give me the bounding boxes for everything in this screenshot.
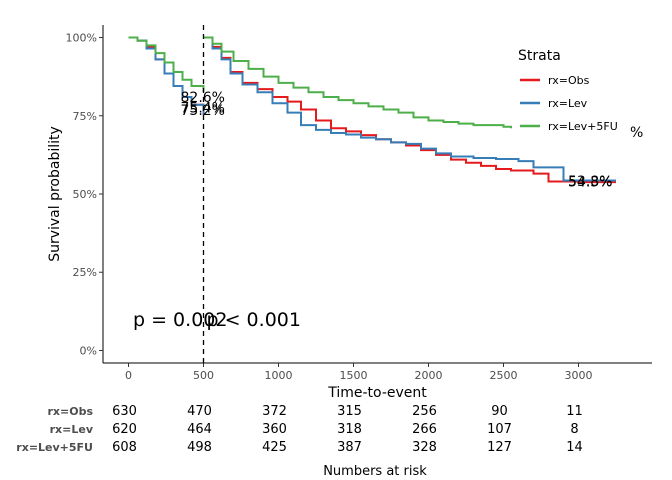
risk-value-0-2: 372 [262, 404, 287, 419]
risk-value-2-0: 608 [112, 440, 137, 455]
legend-label-0: rx=Obs [548, 74, 590, 87]
p-value-label-1: p < 0.001 [207, 309, 301, 331]
risk-value-0-4: 256 [412, 404, 437, 419]
risk-value-0-1: 470 [187, 404, 212, 419]
survival-annotation-2: 75.2% [181, 103, 225, 119]
risk-value-1-3: 318 [337, 422, 362, 437]
axes: 0% 25% 50% 75% 100% 0 500 1000 1500 2000 2500 3000 T… [47, 25, 652, 401]
y-tick-label-4: 100% [66, 32, 97, 45]
survival-annotation-3: 53.8% [568, 174, 612, 190]
legend-label-1: rx=Lev [548, 97, 588, 110]
survival-annotation-1: 75.4% [181, 101, 225, 117]
risk-value-1-5: 107 [487, 422, 512, 437]
y-tick-label-1: 25% [73, 266, 97, 279]
legend-extra-text: % [630, 125, 643, 141]
y-tick-label-2: 50% [73, 188, 97, 201]
risk-value-2-4: 328 [412, 440, 437, 455]
risk-value-1-6: 8 [570, 422, 578, 437]
x-tick-label-5: 2500 [490, 369, 518, 382]
risk-value-2-6: 14 [566, 440, 583, 455]
y-tick-label-3: 75% [73, 110, 97, 123]
p-value-label-0: p = 0.002 [133, 309, 227, 331]
risk-row-name-2: rx=Lev+5FU [16, 441, 93, 454]
legend-label-2: rx=Lev+5FU [548, 120, 618, 133]
risk-table: rx=Obs 630 470 372 315 256 90 11 rx=Lev 620 464 360… [16, 404, 582, 479]
risk-value-0-3: 315 [337, 404, 362, 419]
risk-value-1-2: 360 [262, 422, 287, 437]
y-tick-label-0: 0% [80, 344, 97, 357]
series-line-2 [128, 36, 512, 129]
x-tick-label-1: 500 [193, 369, 214, 382]
risk-value-2-5: 127 [487, 440, 512, 455]
legend: Strata rx=Obs rx=Lev rx=Lev+5FU% [518, 48, 643, 141]
risk-value-1-0: 620 [112, 422, 137, 437]
risk-value-0-0: 630 [112, 404, 137, 419]
x-tick-label-0: 0 [125, 369, 132, 382]
risk-value-2-3: 387 [337, 440, 362, 455]
risk-row-name-1: rx=Lev [50, 423, 94, 436]
legend-title: Strata [518, 48, 561, 64]
risk-row-name-0: rx=Obs [47, 405, 93, 418]
y-axis-title: Survival probability [47, 126, 63, 262]
risk-value-2-1: 498 [187, 440, 212, 455]
risk-value-2-2: 425 [262, 440, 287, 455]
survival-annotation-0: 82.6% [181, 90, 225, 106]
survival-curves [128, 36, 616, 184]
risk-value-1-4: 266 [412, 422, 437, 437]
risk-value-0-5: 90 [491, 404, 508, 419]
x-tick-label-6: 3000 [565, 369, 593, 382]
x-axis-title: Time-to-event [327, 385, 427, 401]
risk-table-title: Numbers at risk [323, 464, 427, 479]
x-tick-label-3: 1500 [340, 369, 368, 382]
risk-value-0-6: 11 [566, 404, 583, 419]
risk-value-1-1: 464 [187, 422, 212, 437]
survival-annotation-4: 54.3% [568, 175, 612, 191]
x-tick-label-2: 1000 [265, 369, 293, 382]
x-tick-label-4: 2000 [415, 369, 443, 382]
